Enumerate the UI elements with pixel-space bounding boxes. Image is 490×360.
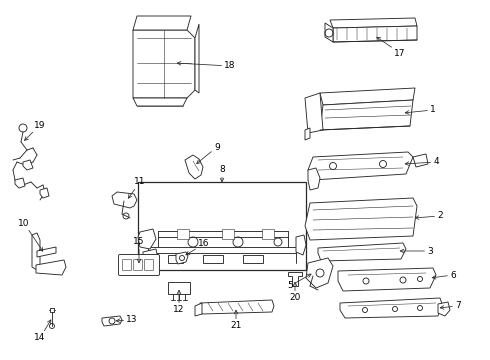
Bar <box>222 229 234 239</box>
Polygon shape <box>438 302 450 316</box>
Polygon shape <box>296 235 306 255</box>
Polygon shape <box>195 24 199 93</box>
Text: 2: 2 <box>415 211 443 220</box>
Text: 20: 20 <box>289 282 301 302</box>
Polygon shape <box>133 98 187 106</box>
Polygon shape <box>200 300 274 314</box>
Polygon shape <box>102 316 122 326</box>
Polygon shape <box>50 308 54 312</box>
FancyBboxPatch shape <box>145 260 153 270</box>
Polygon shape <box>340 298 442 318</box>
Text: 3: 3 <box>400 247 433 256</box>
Text: 1: 1 <box>405 105 436 114</box>
Polygon shape <box>112 192 137 208</box>
Text: 16: 16 <box>186 239 210 255</box>
Polygon shape <box>338 268 436 291</box>
Text: 14: 14 <box>34 320 51 342</box>
Polygon shape <box>308 168 320 190</box>
Polygon shape <box>333 26 417 42</box>
Polygon shape <box>195 303 202 316</box>
Polygon shape <box>138 229 156 249</box>
FancyBboxPatch shape <box>133 260 143 270</box>
Text: 7: 7 <box>440 302 461 310</box>
Text: 21: 21 <box>230 310 242 330</box>
Polygon shape <box>305 128 310 140</box>
Polygon shape <box>168 282 190 294</box>
Text: 8: 8 <box>219 166 225 182</box>
Polygon shape <box>203 255 223 263</box>
Polygon shape <box>32 233 40 270</box>
Text: 11: 11 <box>128 177 146 198</box>
Polygon shape <box>36 260 66 275</box>
Text: 9: 9 <box>197 143 220 163</box>
Polygon shape <box>143 249 158 265</box>
Text: 15: 15 <box>133 238 145 263</box>
Polygon shape <box>23 160 33 170</box>
Polygon shape <box>288 272 302 286</box>
Polygon shape <box>305 93 323 133</box>
Polygon shape <box>330 18 417 28</box>
Polygon shape <box>320 88 415 105</box>
Polygon shape <box>318 243 406 261</box>
Bar <box>177 229 189 239</box>
Polygon shape <box>305 198 417 240</box>
Polygon shape <box>320 100 413 130</box>
Text: 17: 17 <box>377 37 406 58</box>
Polygon shape <box>15 178 25 188</box>
Polygon shape <box>40 188 49 198</box>
Text: 18: 18 <box>177 62 236 71</box>
FancyBboxPatch shape <box>119 255 160 275</box>
FancyBboxPatch shape <box>122 260 131 270</box>
Text: 13: 13 <box>116 315 138 324</box>
Text: 4: 4 <box>405 158 439 166</box>
Polygon shape <box>133 30 195 98</box>
Polygon shape <box>243 255 263 263</box>
Bar <box>262 229 274 239</box>
Polygon shape <box>308 152 413 180</box>
Polygon shape <box>176 252 188 264</box>
Text: 6: 6 <box>432 270 456 279</box>
Text: 19: 19 <box>24 121 46 140</box>
Polygon shape <box>133 16 191 30</box>
Polygon shape <box>185 155 203 179</box>
Polygon shape <box>168 255 183 263</box>
Polygon shape <box>325 23 333 42</box>
Polygon shape <box>413 154 428 167</box>
Text: 10: 10 <box>18 219 43 251</box>
Polygon shape <box>37 247 56 257</box>
Polygon shape <box>306 258 333 288</box>
Bar <box>138 182 306 270</box>
Text: 12: 12 <box>173 290 185 315</box>
Text: 5: 5 <box>287 274 311 291</box>
